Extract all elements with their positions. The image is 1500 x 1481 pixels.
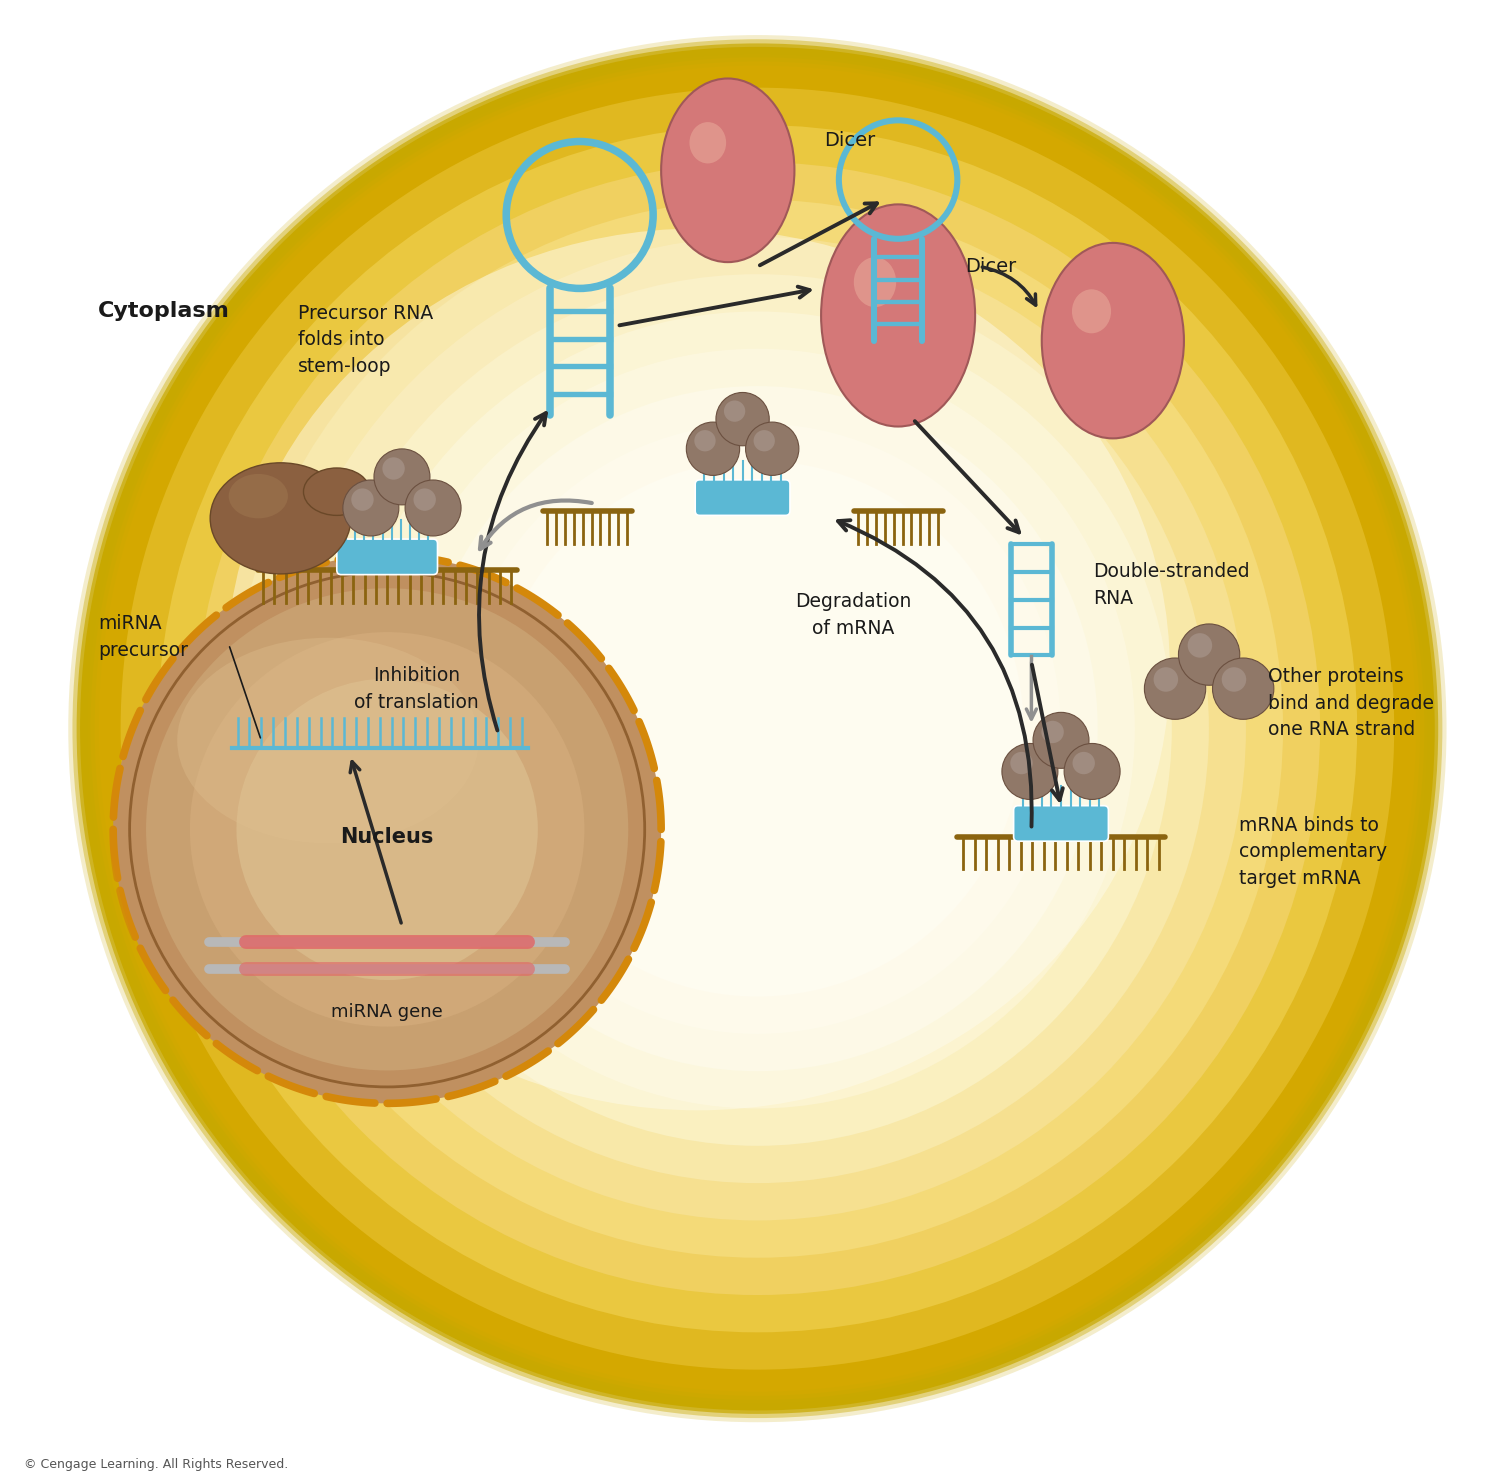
Circle shape [1072, 752, 1095, 775]
Circle shape [687, 422, 740, 475]
Circle shape [1041, 721, 1064, 743]
Ellipse shape [268, 237, 1246, 1220]
Ellipse shape [158, 124, 1358, 1333]
Ellipse shape [237, 678, 538, 980]
Ellipse shape [1042, 243, 1184, 438]
Ellipse shape [190, 632, 585, 1026]
Ellipse shape [303, 468, 370, 515]
Circle shape [1144, 658, 1206, 720]
Ellipse shape [120, 87, 1394, 1370]
Text: Dicer: Dicer [824, 132, 876, 150]
Circle shape [724, 400, 746, 422]
Ellipse shape [232, 200, 1282, 1257]
Circle shape [1002, 743, 1058, 800]
Text: Dicer: Dicer [966, 258, 1017, 275]
Circle shape [1221, 668, 1246, 692]
Ellipse shape [226, 228, 1170, 1111]
Ellipse shape [306, 274, 1209, 1183]
Circle shape [753, 429, 776, 452]
Ellipse shape [662, 78, 795, 262]
Circle shape [1064, 743, 1120, 800]
Text: mRNA binds to
complementary
target mRNA: mRNA binds to complementary target mRNA [1239, 816, 1388, 887]
Text: © Cengage Learning. All Rights Reserved.: © Cengage Learning. All Rights Reserved. [24, 1457, 288, 1471]
Circle shape [351, 489, 374, 511]
Circle shape [405, 480, 460, 536]
Circle shape [746, 422, 800, 475]
Ellipse shape [490, 461, 1023, 997]
Text: Precursor RNA
folds into
stem-loop: Precursor RNA folds into stem-loop [298, 304, 433, 376]
Circle shape [1034, 712, 1089, 769]
FancyBboxPatch shape [1014, 806, 1108, 841]
Circle shape [382, 458, 405, 480]
Ellipse shape [690, 121, 726, 163]
Ellipse shape [417, 387, 1098, 1071]
Ellipse shape [210, 462, 351, 573]
Circle shape [716, 392, 770, 446]
Circle shape [414, 489, 436, 511]
Text: Double-stranded
RNA: Double-stranded RNA [1094, 563, 1250, 607]
Text: Nucleus: Nucleus [340, 826, 433, 847]
Ellipse shape [146, 588, 628, 1071]
FancyBboxPatch shape [338, 539, 438, 575]
Circle shape [1011, 752, 1032, 775]
Circle shape [694, 429, 715, 452]
Ellipse shape [84, 50, 1431, 1407]
Ellipse shape [853, 258, 895, 307]
Text: Other proteins
bind and degrade
one RNA strand: Other proteins bind and degrade one RNA … [1269, 668, 1434, 739]
Text: miRNA gene: miRNA gene [332, 1003, 442, 1020]
Circle shape [1154, 668, 1178, 692]
Circle shape [1188, 634, 1212, 658]
Circle shape [1212, 658, 1274, 720]
Ellipse shape [177, 638, 478, 843]
Text: Cytoplasm: Cytoplasm [99, 301, 230, 321]
Text: Inhibition
of translation: Inhibition of translation [354, 666, 478, 712]
Ellipse shape [454, 424, 1060, 1034]
Text: Degradation
of mRNA: Degradation of mRNA [795, 592, 912, 638]
Circle shape [374, 449, 430, 505]
Circle shape [1179, 624, 1240, 686]
FancyBboxPatch shape [694, 480, 790, 515]
Ellipse shape [112, 555, 662, 1103]
Ellipse shape [344, 311, 1172, 1146]
Ellipse shape [195, 163, 1320, 1294]
Ellipse shape [1072, 289, 1112, 333]
Ellipse shape [380, 350, 1136, 1108]
Ellipse shape [228, 474, 288, 518]
Text: miRNA
precursor: miRNA precursor [99, 615, 189, 659]
Ellipse shape [821, 204, 975, 427]
Circle shape [344, 480, 399, 536]
